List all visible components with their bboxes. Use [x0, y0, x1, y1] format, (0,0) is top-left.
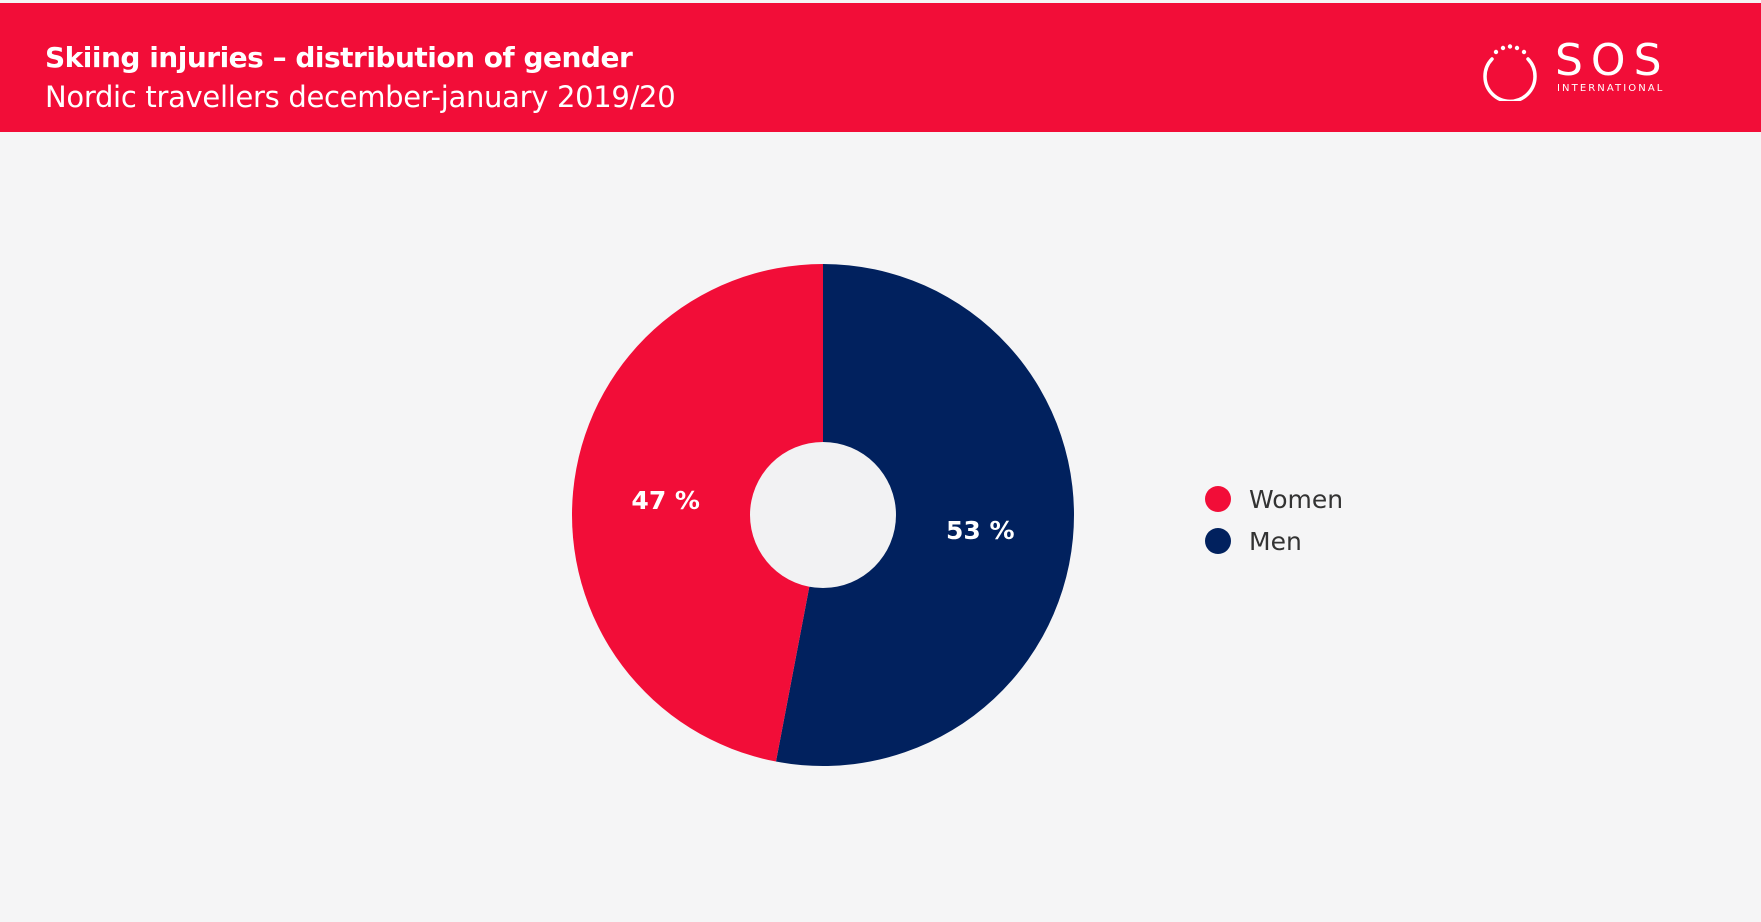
- legend-label-men: Men: [1249, 526, 1302, 556]
- slice-label-men: 53 %: [946, 516, 1015, 545]
- legend-label-women: Women: [1249, 484, 1344, 514]
- page-title: Skiing injuries – distribution of gender: [45, 41, 633, 74]
- legend-item-women: Women: [1205, 478, 1343, 520]
- chart-legend: Women Men: [1205, 478, 1343, 562]
- legend-swatch-women: [1205, 486, 1231, 512]
- legend-swatch-men: [1205, 528, 1231, 554]
- slice-women: [572, 264, 823, 762]
- slice-men: [775, 264, 1075, 766]
- page-subtitle: Nordic travellers december-january 2019/…: [45, 80, 676, 114]
- logo-wordmark: SOS: [1555, 35, 1670, 86]
- sos-logo: SOS INTERNATIONAL: [1480, 35, 1700, 101]
- slice-label-women: 47 %: [631, 486, 700, 515]
- dotted-ring-icon: [1483, 44, 1537, 101]
- legend-item-men: Men: [1205, 520, 1343, 562]
- logo-tagline: INTERNATIONAL: [1557, 83, 1665, 94]
- donut-hole: [750, 442, 896, 588]
- header-banner: Skiing injuries – distribution of gender…: [0, 3, 1761, 132]
